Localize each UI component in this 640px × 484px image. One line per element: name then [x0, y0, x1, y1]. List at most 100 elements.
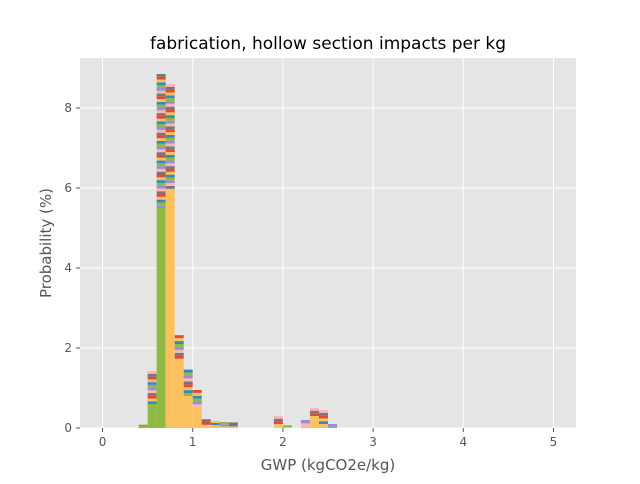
- bar-segment: [165, 92, 175, 96]
- bar-segment: [156, 87, 166, 91]
- bar-segment: [273, 421, 283, 425]
- histogram-bin: [201, 419, 211, 428]
- histogram-bin: [328, 424, 338, 428]
- bar-segment: [174, 338, 184, 342]
- histogram-bin: [282, 425, 292, 428]
- bar-segment: [165, 177, 175, 181]
- bar-segment: [318, 421, 328, 424]
- bar-segment: [165, 123, 175, 127]
- bar-segment: [147, 382, 157, 385]
- bar-segment: [147, 379, 157, 383]
- bar-segment: [228, 422, 238, 427]
- bar-segment: [165, 134, 175, 138]
- bar-segment-base: [210, 425, 220, 428]
- bar-segment-base: [147, 404, 157, 428]
- bar-segment: [156, 188, 166, 192]
- histogram-bin: [165, 84, 175, 428]
- bar-segment: [156, 180, 166, 183]
- bar-segment: [156, 163, 166, 167]
- histogram-bin: [273, 416, 283, 428]
- bar-segment: [273, 424, 283, 427]
- bar-segment: [273, 416, 283, 419]
- bar-segment: [156, 174, 166, 178]
- bar-segment: [165, 140, 175, 144]
- y-axis-label: Probability (%): [37, 188, 55, 298]
- bar-segment: [300, 420, 310, 424]
- bar-segment: [156, 99, 166, 102]
- bar-segment-base: [174, 361, 184, 428]
- bar-segment: [174, 346, 184, 350]
- bar-segment: [192, 392, 202, 396]
- bar-segment: [183, 378, 193, 382]
- histogram-bars: [138, 74, 338, 428]
- bar-segment: [165, 98, 175, 101]
- y-tick-label: 0: [64, 421, 72, 435]
- bar-segment: [156, 74, 166, 77]
- axis-ticks: 0 1 2 3 4 5 0 2 4 6 8: [64, 101, 557, 449]
- bar-segment: [165, 171, 175, 175]
- bar-segment: [156, 185, 166, 189]
- bar-segment: [156, 196, 166, 200]
- bar-segment: [165, 143, 175, 147]
- bar-segment: [210, 423, 220, 426]
- histogram-bin: [156, 74, 166, 428]
- bar-segment: [156, 124, 166, 128]
- bar-segment: [174, 349, 184, 353]
- bar-segment: [156, 115, 166, 119]
- bar-segment: [201, 419, 211, 422]
- bar-segment: [183, 387, 193, 391]
- histogram-bin: [300, 420, 310, 428]
- y-tick-label: 6: [64, 181, 72, 195]
- bar-segment: [183, 390, 193, 394]
- bar-segment-base: [219, 426, 229, 428]
- histogram-bin: [219, 422, 229, 428]
- bar-segment: [165, 168, 175, 172]
- bar-segment-base: [282, 427, 292, 428]
- bar-segment: [156, 107, 166, 111]
- x-tick-label: 3: [369, 435, 377, 449]
- bar-segment: [156, 152, 166, 155]
- bar-segment: [156, 101, 166, 105]
- bar-segment: [165, 183, 175, 186]
- bar-segment: [156, 93, 166, 97]
- bar-segment: [156, 157, 166, 161]
- chart-title: fabrication, hollow section impacts per …: [150, 34, 506, 54]
- bar-segment: [183, 375, 193, 379]
- bar-segment: [147, 384, 157, 388]
- bar-segment: [165, 100, 175, 104]
- x-tick-label: 4: [459, 435, 467, 449]
- bar-segment: [309, 408, 319, 411]
- bar-segment: [165, 115, 175, 118]
- bar-segment: [156, 79, 166, 83]
- x-tick-label: 5: [550, 435, 558, 449]
- bar-segment-base: [138, 425, 148, 428]
- bar-segment: [318, 410, 328, 413]
- x-tick-label: 1: [189, 435, 197, 449]
- bar-segment: [156, 85, 166, 88]
- bar-segment: [174, 344, 184, 347]
- bar-segment: [156, 199, 166, 203]
- bar-segment: [165, 174, 175, 178]
- bar-segment: [219, 422, 229, 425]
- bar-segment: [165, 86, 175, 90]
- bar-segment: [165, 151, 175, 155]
- bar-segment: [156, 121, 166, 125]
- bar-segment-base: [309, 416, 319, 428]
- bar-segment: [165, 112, 175, 116]
- bar-segment: [165, 185, 175, 189]
- bar-segment-base: [156, 208, 166, 428]
- bar-segment: [165, 117, 175, 121]
- x-axis-label: GWP (kgCO2e/kg): [261, 456, 396, 474]
- bar-segment: [156, 96, 166, 100]
- bar-segment: [318, 415, 328, 419]
- bar-segment: [165, 129, 175, 133]
- bar-segment: [210, 420, 220, 423]
- bar-segment: [165, 149, 175, 152]
- bar-segment: [165, 120, 175, 124]
- bar-segment: [156, 202, 166, 206]
- y-tick-label: 2: [64, 341, 72, 355]
- bar-segment: [282, 425, 292, 428]
- bar-segment: [156, 171, 166, 175]
